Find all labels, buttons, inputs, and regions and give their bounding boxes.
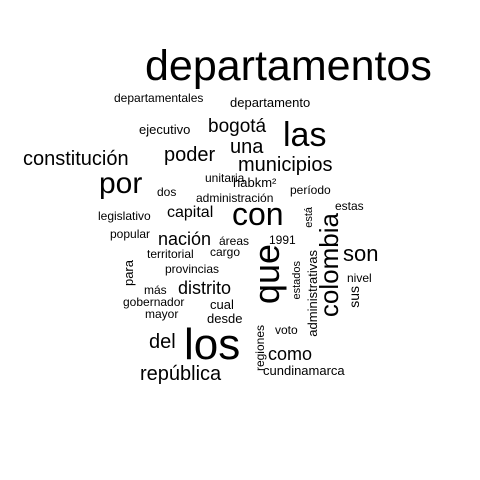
word-departamentos: departamentos xyxy=(145,42,432,90)
word-ejecutivo: ejecutivo xyxy=(139,122,191,137)
word-territorial: territorial xyxy=(147,247,194,261)
word-legislativo: legislativo xyxy=(98,209,151,223)
word-del: del xyxy=(149,331,176,353)
word-gobernador: gobernador xyxy=(123,295,185,309)
word-estados: estados xyxy=(291,261,303,300)
word-areas: áreas xyxy=(219,234,250,248)
word-cargo: cargo xyxy=(210,245,241,259)
word-los: los xyxy=(184,320,241,369)
word-cual: cual xyxy=(210,297,234,312)
word-y1991: 1991 xyxy=(269,233,296,247)
word-por: por xyxy=(99,167,143,200)
word-provincias: provincias xyxy=(165,262,220,276)
word-mayor: mayor xyxy=(145,307,179,321)
word-nivel: nivel xyxy=(347,271,372,285)
word-periodo: período xyxy=(290,183,331,197)
word-las: las xyxy=(283,116,327,154)
word-cundinamarca: cundinamarca xyxy=(263,363,345,378)
word-son: son xyxy=(343,241,379,266)
word-popular: popular xyxy=(110,227,151,241)
word-que: que xyxy=(246,244,287,305)
word-mas: más xyxy=(144,283,167,297)
word-dos: dos xyxy=(157,185,177,199)
word-republica: república xyxy=(140,363,222,385)
word-habkm2: habkm² xyxy=(233,175,277,190)
word-departamentales: departamentales xyxy=(114,91,204,105)
word-desde: desde xyxy=(207,311,243,326)
word-bogota: bogotá xyxy=(208,116,267,137)
word-administrativas: administrativas xyxy=(305,250,320,337)
word-poder: poder xyxy=(164,144,216,166)
word-como: como xyxy=(268,344,313,364)
word-administracion: administración xyxy=(196,191,274,205)
word-con: con xyxy=(232,196,284,232)
word-constitucion: constitución xyxy=(23,148,129,170)
word-nacion: nación xyxy=(158,229,212,249)
word-capital: capital xyxy=(167,204,214,221)
word-departamento: departamento xyxy=(230,95,311,110)
word-voto: voto xyxy=(275,323,298,337)
word-estas: estas xyxy=(335,199,364,213)
word-una: una xyxy=(230,136,264,158)
word-distrito: distrito xyxy=(178,278,232,298)
word-unitaria: unitaria xyxy=(205,171,245,185)
word-sus: sus xyxy=(346,286,362,308)
word-para: para xyxy=(121,260,136,287)
word-municipios: municipios xyxy=(238,154,333,176)
